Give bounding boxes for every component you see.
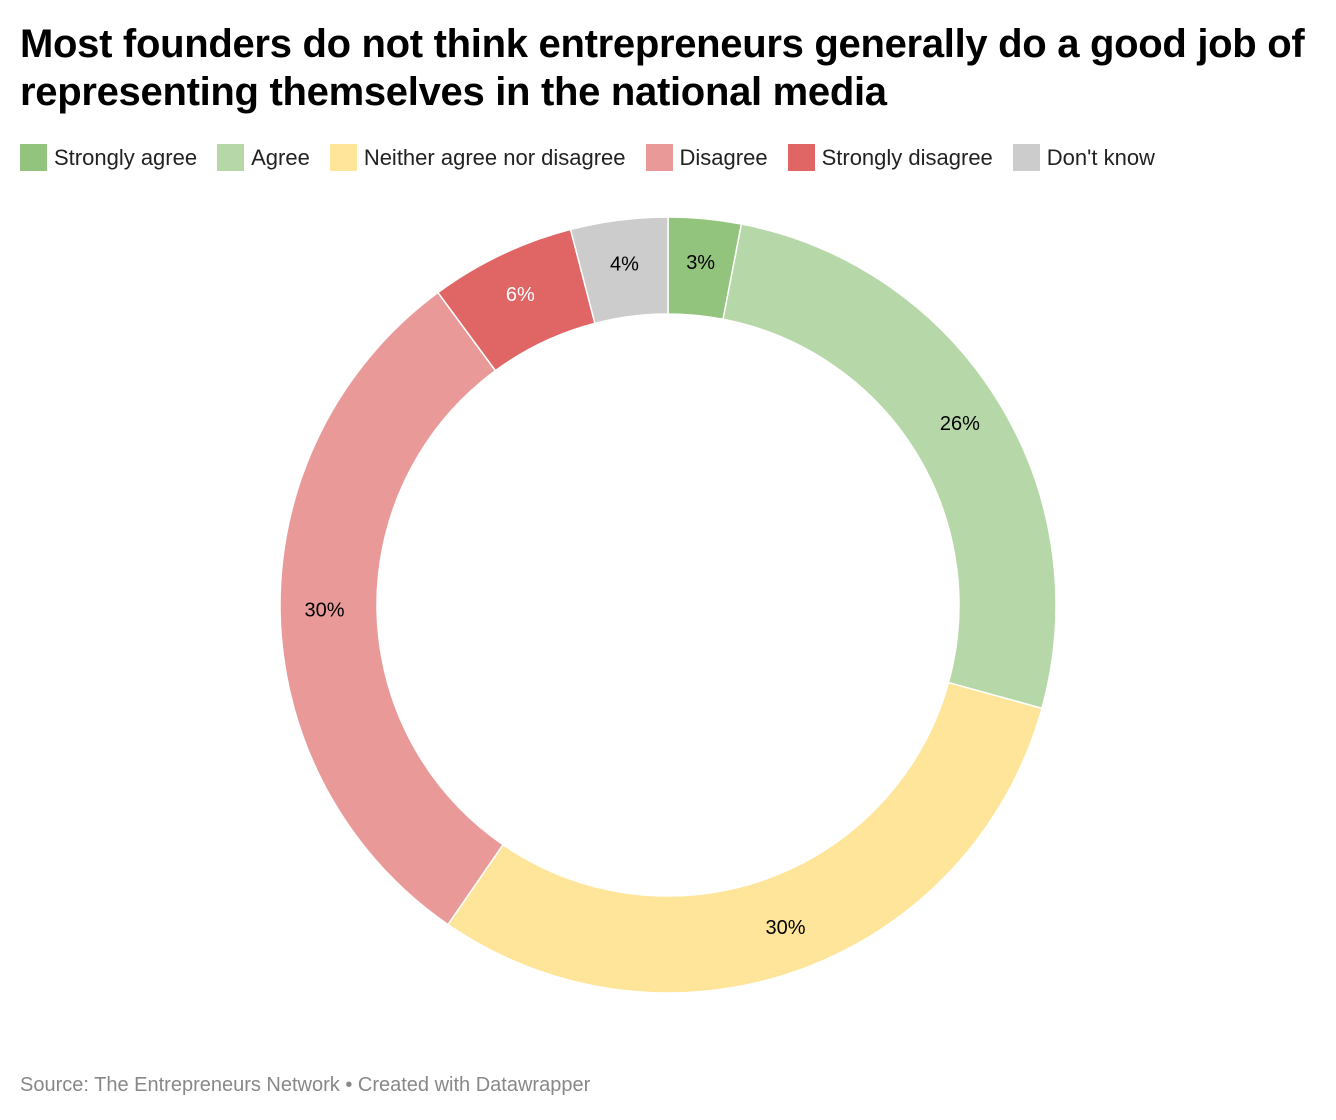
legend: Strongly agree Agree Neither agree nor d…	[20, 144, 1175, 171]
legend-swatch	[787, 144, 815, 171]
legend-item-disagree: Disagree	[645, 144, 768, 171]
slice-label-agree: 26%	[940, 413, 980, 435]
slice-label-strongly-disagree: 6%	[506, 284, 535, 306]
slice-label-strongly-agree: 3%	[686, 252, 715, 274]
legend-item-dont-know: Don't know	[1012, 144, 1155, 171]
legend-item-agree: Agree	[217, 144, 310, 171]
legend-label: Strongly disagree	[821, 144, 993, 170]
slice-label-disagree: 30%	[305, 599, 345, 621]
legend-swatch	[329, 144, 357, 171]
slice-label-neither: 30%	[765, 917, 805, 939]
slice-label-dont-know: 4%	[610, 253, 639, 275]
donut-labels: 3% 26% 30% 30% 6% 4%	[305, 252, 981, 939]
legend-item-strongly-disagree: Strongly disagree	[787, 144, 993, 171]
legend-label: Don't know	[1046, 144, 1155, 170]
source-footer: Source: The Entrepreneurs Network • Crea…	[20, 1074, 591, 1096]
slice-dont-know	[569, 216, 669, 325]
legend-swatch	[1012, 144, 1040, 171]
slice-neither	[446, 681, 1043, 994]
chart-title: Most founders do not think entrepreneurs…	[20, 22, 1305, 114]
legend-label: Agree	[251, 144, 310, 170]
legend-swatch	[20, 144, 47, 171]
legend-swatch	[645, 144, 673, 171]
legend-label: Neither agree nor disagree	[363, 144, 626, 170]
legend-label: Strongly agree	[54, 144, 198, 170]
legend-item-strongly-agree: Strongly agree	[20, 144, 197, 171]
slice-disagree	[279, 291, 505, 926]
legend-item-neither: Neither agree nor disagree	[329, 144, 626, 171]
donut-chart: 3% 26% 30% 30% 6% 4%	[279, 216, 1057, 994]
legend-swatch	[217, 144, 245, 171]
slice-agree	[722, 223, 1057, 710]
donut-slices	[279, 216, 1057, 994]
legend-label: Disagree	[679, 144, 768, 170]
